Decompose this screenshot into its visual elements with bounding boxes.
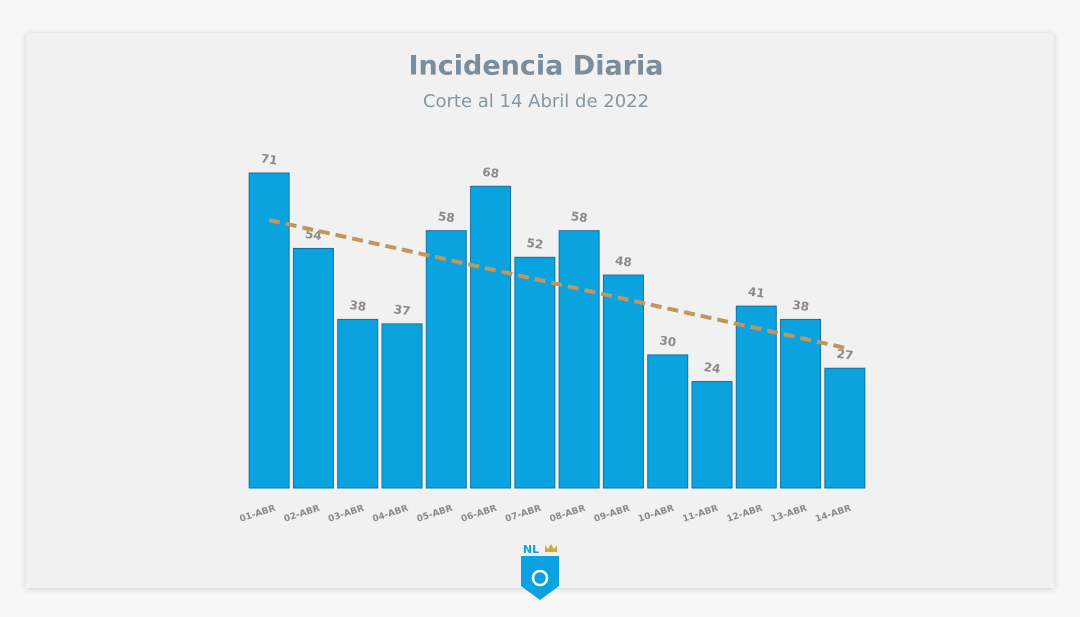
bar bbox=[292, 247, 334, 489]
bar bbox=[780, 318, 822, 489]
value-label: 30 bbox=[659, 333, 677, 349]
chart-subtitle: Corte al 14 Abril de 2022 bbox=[423, 91, 649, 112]
bar bbox=[735, 305, 777, 489]
value-label: 58 bbox=[437, 209, 455, 225]
logo: NL bbox=[521, 543, 559, 600]
value-label: 52 bbox=[526, 236, 544, 252]
logo-text: NL bbox=[523, 543, 539, 556]
bar bbox=[337, 318, 379, 489]
bar bbox=[691, 381, 733, 489]
logo-mark bbox=[531, 569, 549, 587]
value-label: 38 bbox=[349, 298, 367, 314]
trend-line bbox=[268, 218, 846, 350]
value-label: 37 bbox=[393, 302, 411, 318]
bar bbox=[470, 185, 512, 489]
value-label: 58 bbox=[570, 209, 588, 225]
value-label: 24 bbox=[703, 360, 721, 376]
value-label: 48 bbox=[614, 253, 632, 269]
logo-shield bbox=[521, 556, 559, 600]
value-label: 41 bbox=[747, 285, 765, 301]
bar bbox=[647, 354, 689, 489]
bar bbox=[381, 323, 423, 489]
chart-title: Incidencia Diaria bbox=[409, 51, 664, 82]
value-label: 27 bbox=[836, 347, 854, 363]
logo-crown bbox=[545, 544, 557, 552]
bar bbox=[248, 172, 290, 489]
value-label: 68 bbox=[481, 165, 499, 181]
bar bbox=[514, 256, 556, 489]
bar bbox=[425, 230, 467, 489]
value-label: 38 bbox=[791, 298, 809, 314]
bar bbox=[602, 274, 644, 489]
bar bbox=[558, 230, 600, 489]
value-label: 71 bbox=[260, 151, 278, 167]
bar bbox=[824, 367, 866, 489]
